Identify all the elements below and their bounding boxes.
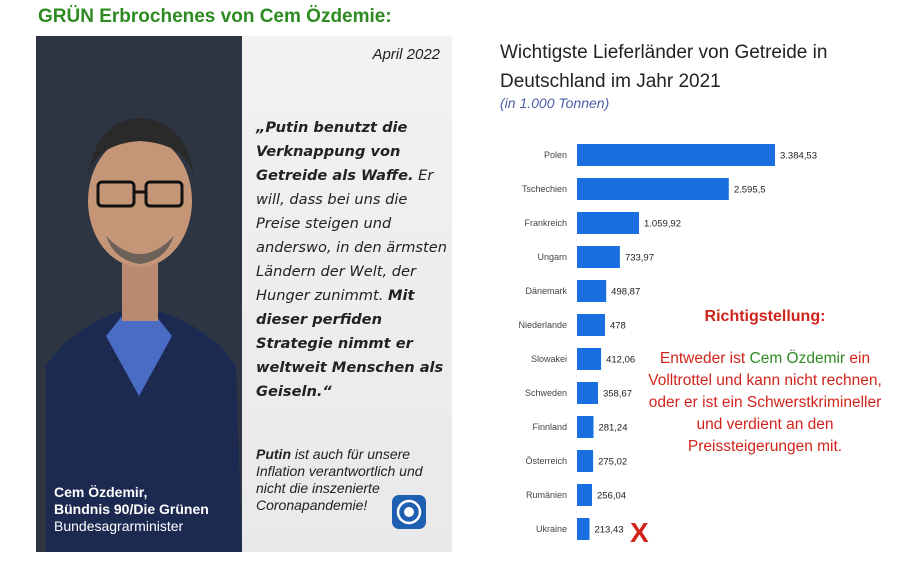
bar-finnland <box>577 416 594 438</box>
category-label: Österreich <box>525 456 567 466</box>
photo-caption: Cem Özdemir, Bündnis 90/Die Grünen Bunde… <box>54 484 209 535</box>
quote-card: Cem Özdemir, Bündnis 90/Die Grünen Bunde… <box>36 36 452 552</box>
bar-österreich <box>577 450 594 472</box>
category-label: Frankreich <box>524 218 567 228</box>
quote-text: „Putin benutzt die Verknappung von Getre… <box>256 116 450 404</box>
bar-ungarn <box>577 246 620 268</box>
correction-name: Cem Özdemir <box>749 350 846 367</box>
category-label: Ungarn <box>537 252 567 262</box>
correction-rest: ein Volltrottel und kann nicht rechnen, … <box>648 350 882 455</box>
category-label: Dänemark <box>525 286 567 296</box>
bar-rumänien <box>577 484 592 506</box>
value-label: 478 <box>610 321 626 332</box>
chart-title: Wichtigste Lieferländer von Getreide in … <box>500 42 828 92</box>
category-label: Slowakei <box>531 354 567 364</box>
quote-bold-start: „Putin benutzt die Verknappung von Getre… <box>256 119 414 184</box>
category-label: Schweden <box>525 388 567 398</box>
x-mark: X <box>630 517 649 548</box>
bar-niederlande <box>577 314 605 336</box>
caption-party: Bündnis 90/Die Grünen <box>54 501 209 517</box>
value-label: 275,02 <box>598 457 627 468</box>
correction-heading: Richtigstellung: <box>704 308 826 325</box>
value-label: 3.384,53 <box>780 151 817 162</box>
value-label: 256,04 <box>597 491 626 502</box>
value-label: 498,87 <box>611 287 640 298</box>
category-label: Niederlande <box>518 320 567 330</box>
quote-date: April 2022 <box>372 46 440 63</box>
value-label: 358,67 <box>603 389 632 400</box>
bar-frankreich <box>577 212 639 234</box>
caption-name: Cem Özdemir, <box>54 484 148 500</box>
correction-block: Richtigstellung: Entweder ist Cem Özdemi… <box>640 306 890 458</box>
category-label: Rumänien <box>526 490 567 500</box>
tagesschau-logo-icon <box>392 495 426 529</box>
bar-tschechien <box>577 178 729 200</box>
quote-bold-end: Mit dieser perfiden Strategie nimmt er w… <box>256 287 444 400</box>
portrait-illustration <box>36 36 242 552</box>
correction-line-start: Entweder ist <box>659 350 750 367</box>
category-label: Polen <box>544 150 567 160</box>
quote-middle: Er will, dass bei uns die Preise steigen… <box>256 167 447 304</box>
note-bold: Putin <box>256 446 291 462</box>
bar-polen <box>577 144 775 166</box>
category-label: Finnland <box>532 422 567 432</box>
value-label: 2.595,5 <box>734 185 766 196</box>
caption-role: Bundesagrarminister <box>54 518 184 534</box>
quote-panel: April 2022 „Putin benutzt die Verknappun… <box>242 36 452 552</box>
bar-chart: Polen 3.384,53 Tschechien 2.595,5 Frankreich… <box>518 144 817 540</box>
value-label: 412,06 <box>606 355 635 366</box>
bar-dänemark <box>577 280 607 302</box>
category-label: Ukraine <box>536 524 567 534</box>
note-rest: ist auch für unsere Inflation verantwort… <box>256 446 423 513</box>
value-label: 733,97 <box>625 253 654 264</box>
value-label: 213,43 <box>594 525 623 536</box>
bar-slowakei <box>577 348 602 370</box>
value-label: 281,24 <box>598 423 627 434</box>
portrait-photo: Cem Özdemir, Bündnis 90/Die Grünen Bunde… <box>36 36 242 552</box>
added-note: Putin ist auch für unsere Inflation vera… <box>256 446 450 514</box>
value-label: 1.059,92 <box>644 219 681 230</box>
bar-ukraine <box>577 518 590 540</box>
headline: GRÜN Erbrochenes von Cem Özdemie: <box>38 6 392 27</box>
bar-schweden <box>577 382 598 404</box>
correction-text: Entweder ist Cem Özdemir ein Volltrottel… <box>640 348 890 458</box>
category-label: Tschechien <box>522 184 567 194</box>
chart-subtitle: (in 1.000 Tonnen) <box>500 95 610 111</box>
